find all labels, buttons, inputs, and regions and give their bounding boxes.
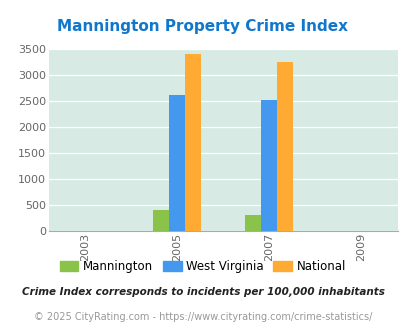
Bar: [277, 62, 293, 231]
Bar: [185, 54, 201, 231]
Text: Crime Index corresponds to incidents per 100,000 inhabitants: Crime Index corresponds to incidents per…: [21, 287, 384, 297]
Bar: [153, 210, 169, 231]
Text: Mannington Property Crime Index: Mannington Property Crime Index: [58, 19, 347, 34]
Bar: [169, 95, 185, 231]
Bar: [260, 100, 277, 231]
Legend: Mannington, West Virginia, National: Mannington, West Virginia, National: [55, 255, 350, 278]
Bar: [245, 214, 260, 231]
Text: © 2025 CityRating.com - https://www.cityrating.com/crime-statistics/: © 2025 CityRating.com - https://www.city…: [34, 312, 371, 322]
